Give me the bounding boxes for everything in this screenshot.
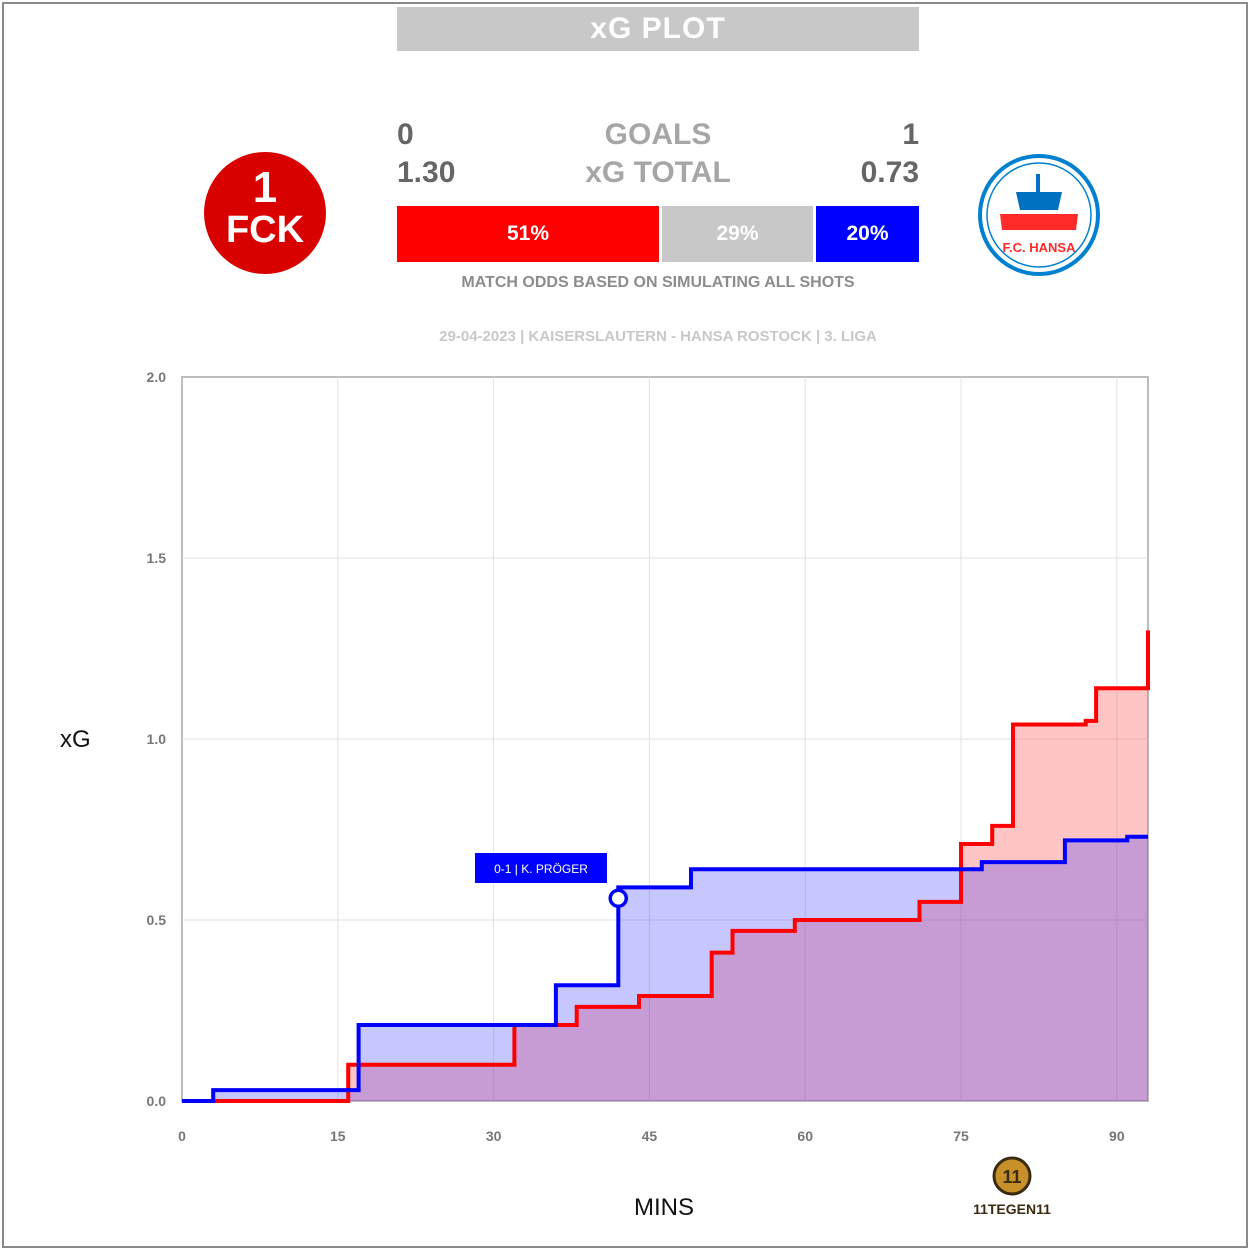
svg-text:F.C. HANSA: F.C. HANSA — [1003, 240, 1077, 255]
draw-odds: 29% — [662, 206, 813, 262]
y-tick-label: 0.0 — [147, 1093, 167, 1109]
svg-text:1: 1 — [253, 163, 277, 212]
goal-marker — [608, 888, 629, 909]
y-tick-label: 1.0 — [147, 731, 167, 747]
goals-label: GOALS — [604, 118, 712, 151]
x-axis-label: MINS — [634, 1194, 694, 1221]
xg-step-chart: 0 15 30 45 60 75 90 0.0 0.5 1.0 1.5 2.0 0-1 | K. PR… — [147, 369, 1150, 1144]
grid — [182, 377, 1148, 1101]
y-tick-label: 0.5 — [147, 912, 167, 928]
x-tick-label: 30 — [486, 1128, 502, 1144]
away-team-logo: F.C. HANSA — [976, 152, 1102, 283]
annotations: 0-1 | K. PRÖGER — [475, 853, 629, 909]
x-tick-label: 15 — [330, 1128, 346, 1144]
annotation-box — [475, 853, 607, 883]
svg-text:11TEGEN11: 11TEGEN11 — [973, 1201, 1051, 1217]
tick-labels: 0 15 30 45 60 75 90 0.0 0.5 1.0 1.5 2.0 — [147, 369, 1125, 1144]
home-xg-total: 1.30 — [397, 156, 456, 189]
watermark-logo: 11 11TEGEN11 — [966, 1156, 1062, 1225]
plot-title: xG PLOT — [397, 7, 919, 51]
annotation-label: 0-1 | K. PRÖGER — [494, 862, 588, 876]
away-win-odds: 20% — [816, 206, 919, 262]
y-tick-label: 1.5 — [147, 550, 167, 566]
home-win-odds: 51% — [397, 206, 659, 262]
svg-text:FCK: FCK — [226, 209, 305, 251]
x-tick-label: 60 — [797, 1128, 813, 1144]
series-fill-0 — [182, 630, 1148, 1101]
home-team-logo: 1 FCK — [202, 150, 328, 281]
x-tick-label: 45 — [642, 1128, 658, 1144]
svg-text:11: 11 — [1002, 1167, 1021, 1187]
away-xg-total: 0.73 — [860, 156, 919, 189]
xg-total-label: xG TOTAL — [585, 156, 731, 189]
x-tick-label: 75 — [953, 1128, 969, 1144]
x-tick-label: 90 — [1109, 1128, 1125, 1144]
y-tick-label: 2.0 — [147, 369, 167, 385]
series-line-1 — [182, 834, 1148, 1103]
away-goals: 1 — [902, 118, 919, 151]
home-goals: 0 — [397, 118, 414, 151]
x-tick-label: 0 — [178, 1128, 186, 1144]
odds-note: MATCH ODDS BASED ON SIMULATING ALL SHOTS — [461, 274, 855, 291]
series-fill-1 — [182, 836, 1148, 1101]
series-lines — [182, 630, 1150, 1103]
y-axis-label: xG — [60, 726, 91, 753]
area-fills — [182, 630, 1148, 1101]
match-info: 29-04-2023 | KAISERSLAUTERN - HANSA ROST… — [439, 328, 877, 345]
